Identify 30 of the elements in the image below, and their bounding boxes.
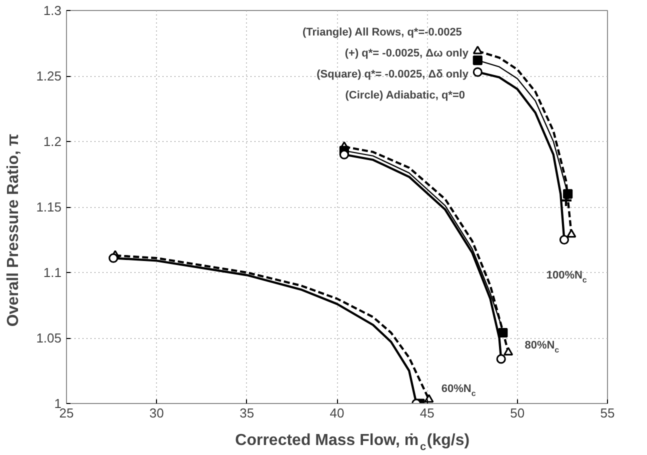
y-tick-label: 1.25 bbox=[36, 68, 62, 84]
annotation: (Square) q*= -0.0025, Δδ only bbox=[316, 68, 470, 80]
point bbox=[108, 253, 118, 263]
x-tick-label: 55 bbox=[600, 406, 615, 420]
point bbox=[504, 346, 514, 356]
y-tick-label: 1.3 bbox=[43, 3, 62, 18]
y-tick-label: 1.05 bbox=[36, 330, 62, 346]
annotation: (Triangle) All Rows, q*=-0.0025 bbox=[302, 26, 462, 38]
y-axis-title: Overall Pressure Ratio, π bbox=[5, 134, 22, 327]
point bbox=[498, 328, 508, 338]
point bbox=[472, 46, 482, 54]
x-tick-label: 40 bbox=[330, 406, 344, 420]
y-tick-label: 1.1 bbox=[43, 265, 62, 280]
x-tick-label: 45 bbox=[420, 406, 434, 420]
x-tick-label: 35 bbox=[240, 406, 254, 420]
annotation: (+) q*= -0.0025, Δω only bbox=[344, 48, 470, 60]
annotation: (Circle) Adiabatic, q*=0 bbox=[345, 90, 465, 102]
y-tick-label: 1.15 bbox=[36, 200, 62, 214]
y-tick-label: 1.2 bbox=[43, 134, 62, 149]
x-tick-label: 30 bbox=[149, 406, 164, 420]
point bbox=[563, 189, 573, 199]
point bbox=[424, 394, 434, 403]
point bbox=[339, 150, 350, 160]
point bbox=[559, 234, 570, 245]
point bbox=[472, 55, 482, 66]
point bbox=[472, 67, 482, 77]
x-tick-label: 50 bbox=[510, 406, 525, 420]
x-tick-label: 25 bbox=[59, 406, 74, 420]
point bbox=[566, 229, 576, 238]
point bbox=[496, 354, 506, 364]
